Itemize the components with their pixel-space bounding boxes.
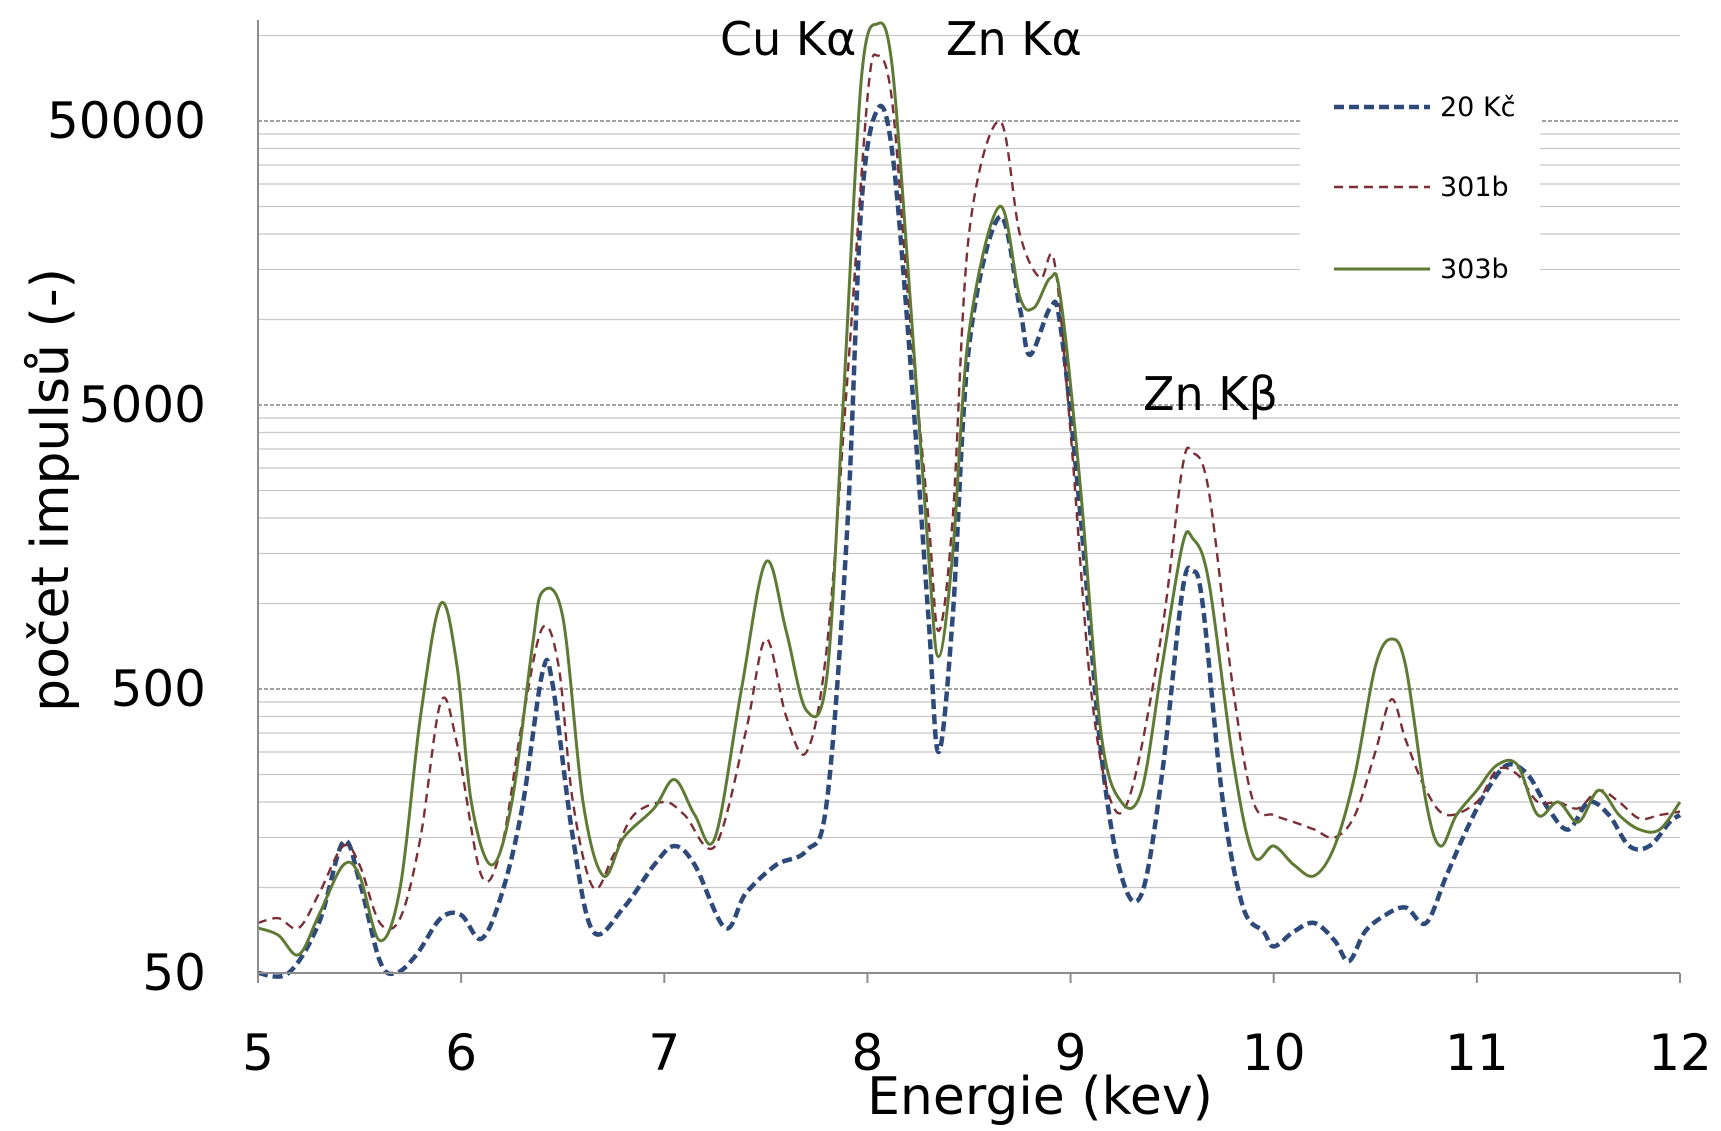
- series-lines: [257, 21, 1682, 979]
- peak-label: Zn Kα: [946, 12, 1082, 66]
- y-axis-title: počet impulsů (-): [21, 268, 81, 712]
- x-tick-label: 8: [852, 1024, 884, 1082]
- legend-label: 301b: [1440, 172, 1509, 203]
- y-tick-label: 5000: [79, 376, 206, 434]
- x-tick-label: 11: [1445, 1024, 1509, 1082]
- legend-label: 20 Kč: [1440, 92, 1516, 123]
- y-tick-label: 500: [111, 660, 206, 718]
- x-tick-label: 9: [1055, 1024, 1087, 1082]
- x-tick-label: 6: [445, 1024, 477, 1082]
- peak-labels: Cu Kα Zn Kα Zn Kβ: [720, 12, 1278, 421]
- series-line-20-kč: [257, 103, 1682, 979]
- x-tick-label: 7: [648, 1024, 680, 1082]
- series-line-303b: [257, 21, 1682, 957]
- legend-label: 303b: [1440, 254, 1509, 285]
- y-tick-label: 50: [142, 944, 206, 1002]
- x-axis-title: Energie (kev): [867, 1067, 1213, 1127]
- x-tick-label: 12: [1648, 1024, 1712, 1082]
- peak-label: Cu Kα: [720, 12, 856, 66]
- x-tick-label: 10: [1242, 1024, 1306, 1082]
- series-line-301b: [257, 53, 1681, 931]
- x-tick-label: 5: [242, 1024, 274, 1082]
- y-tick-label: 50000: [47, 92, 206, 150]
- axes: 50 500 5000 50000 5 6 7 8 9 10 11 12: [47, 20, 1712, 1082]
- legend: 20 Kč 301b 303b: [1300, 72, 1540, 302]
- peak-label: Zn Kβ: [1143, 367, 1278, 421]
